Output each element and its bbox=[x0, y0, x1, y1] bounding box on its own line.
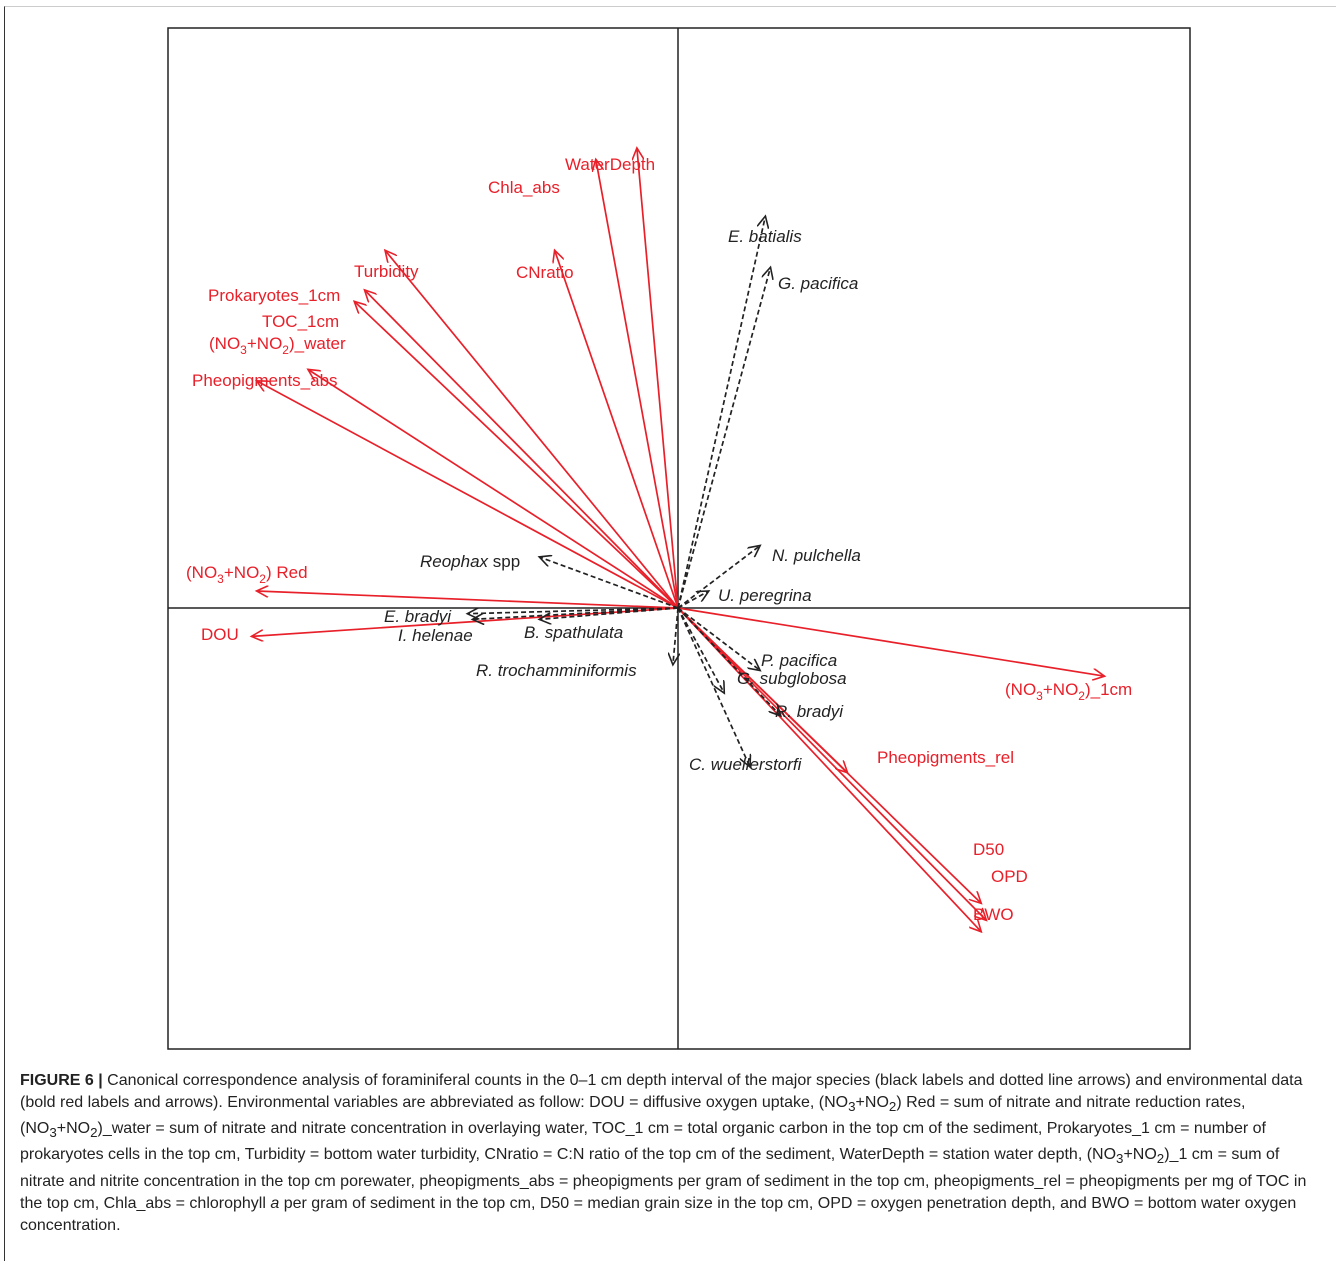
label-g-subglobosa: G. subglobosa bbox=[737, 669, 847, 688]
label-p-pacifica: P. pacifica bbox=[761, 651, 837, 670]
label-no3no2-1cm: (NO3+NO2)_1cm bbox=[1005, 680, 1132, 703]
env-arrow-cnratio bbox=[555, 250, 679, 609]
plot-border bbox=[167, 27, 1191, 1050]
species-arrow-b-spathulata bbox=[539, 607, 679, 619]
species-arrow-e-batialis bbox=[677, 216, 765, 609]
species-arrow-e-bradyi bbox=[467, 607, 679, 614]
species-arrow-i-helenae bbox=[472, 607, 679, 619]
env-arrow-no3-no2-1cm bbox=[677, 607, 1105, 676]
env-arrow-no3-no2-red bbox=[257, 591, 679, 609]
figure-frame bbox=[4, 6, 1336, 1261]
label-e-batialis: E. batialis bbox=[728, 227, 802, 246]
species-arrow-r-trochamminiformis bbox=[673, 607, 678, 665]
env-arrow-no3-no2-water bbox=[308, 369, 679, 609]
env-arrow-dou bbox=[251, 607, 679, 636]
env-arrow-turbidity bbox=[385, 250, 679, 609]
label-c-wuellerstorfi: C. wuellerstorfi bbox=[689, 755, 803, 774]
species-arrow-reophax-spp bbox=[539, 557, 679, 609]
label-pheopigments-abs: Pheopigments_abs bbox=[192, 371, 338, 390]
env-arrow-opd bbox=[677, 607, 986, 920]
cca-biplot: WaterDepth Chla_abs CNratio Turbidity Pr… bbox=[167, 27, 1191, 1050]
species-arrow-n-pulchella bbox=[677, 546, 760, 609]
figure-caption: FIGURE 6 | Canonical correspondence anal… bbox=[20, 1072, 1307, 1234]
label-u-peregrina: U. peregrina bbox=[718, 586, 812, 605]
label-n-pulchella: N. pulchella bbox=[772, 546, 861, 565]
label-r-trochamminiformis: R. trochamminiformis bbox=[476, 661, 637, 680]
label-b-spathulata: B. spathulata bbox=[524, 623, 623, 642]
species-arrow-u-peregrina bbox=[677, 591, 709, 609]
species-arrow-p-pacifica bbox=[677, 607, 760, 671]
label-pheopigments-rel: Pheopigments_rel bbox=[877, 748, 1014, 767]
species-arrows bbox=[467, 216, 781, 767]
species-arrow-g-pacifica bbox=[677, 267, 771, 609]
label-dou: DOU bbox=[201, 625, 239, 644]
label-opd: OPD bbox=[991, 867, 1028, 886]
species-arrow-c-wuellerstorfi bbox=[677, 607, 750, 767]
environmental-arrows bbox=[251, 148, 1104, 932]
label-waterdepth: WaterDepth bbox=[565, 155, 655, 174]
env-arrow-chla-abs bbox=[596, 159, 679, 609]
label-d50: D50 bbox=[973, 840, 1004, 859]
label-no3no2-water: (NO3+NO2)_water bbox=[209, 334, 346, 357]
species-arrow-r-bradyi bbox=[677, 607, 781, 716]
label-r-bradyi: R. bradyi bbox=[775, 702, 844, 721]
label-e-bradyi: E. bradyi bbox=[384, 607, 452, 626]
label-chla-abs: Chla_abs bbox=[488, 178, 560, 197]
env-arrow-pheopigments-abs bbox=[257, 381, 679, 609]
label-bwo: BWO bbox=[973, 905, 1014, 924]
env-arrow-waterdepth bbox=[637, 148, 679, 609]
label-g-pacifica: G. pacifica bbox=[778, 274, 858, 293]
label-turbidity: Turbidity bbox=[354, 262, 419, 281]
figure-label: FIGURE 6 | bbox=[20, 1072, 103, 1089]
env-arrow-toc-1cm bbox=[354, 301, 679, 609]
env-arrow-d50 bbox=[677, 607, 981, 903]
label-prokaryotes-1cm: Prokaryotes_1cm bbox=[208, 286, 340, 305]
label-toc-1cm: TOC_1cm bbox=[262, 312, 339, 331]
label-i-helenae: I. helenae bbox=[398, 626, 473, 645]
env-arrow-prokaryotes-1cm bbox=[365, 290, 679, 609]
label-no3no2-red: (NO3+NO2) Red bbox=[186, 563, 308, 586]
label-reophax-spp: Reophax spp bbox=[420, 552, 520, 571]
species-arrow-g-subglobosa bbox=[677, 607, 724, 693]
label-cnratio: CNratio bbox=[516, 263, 574, 282]
